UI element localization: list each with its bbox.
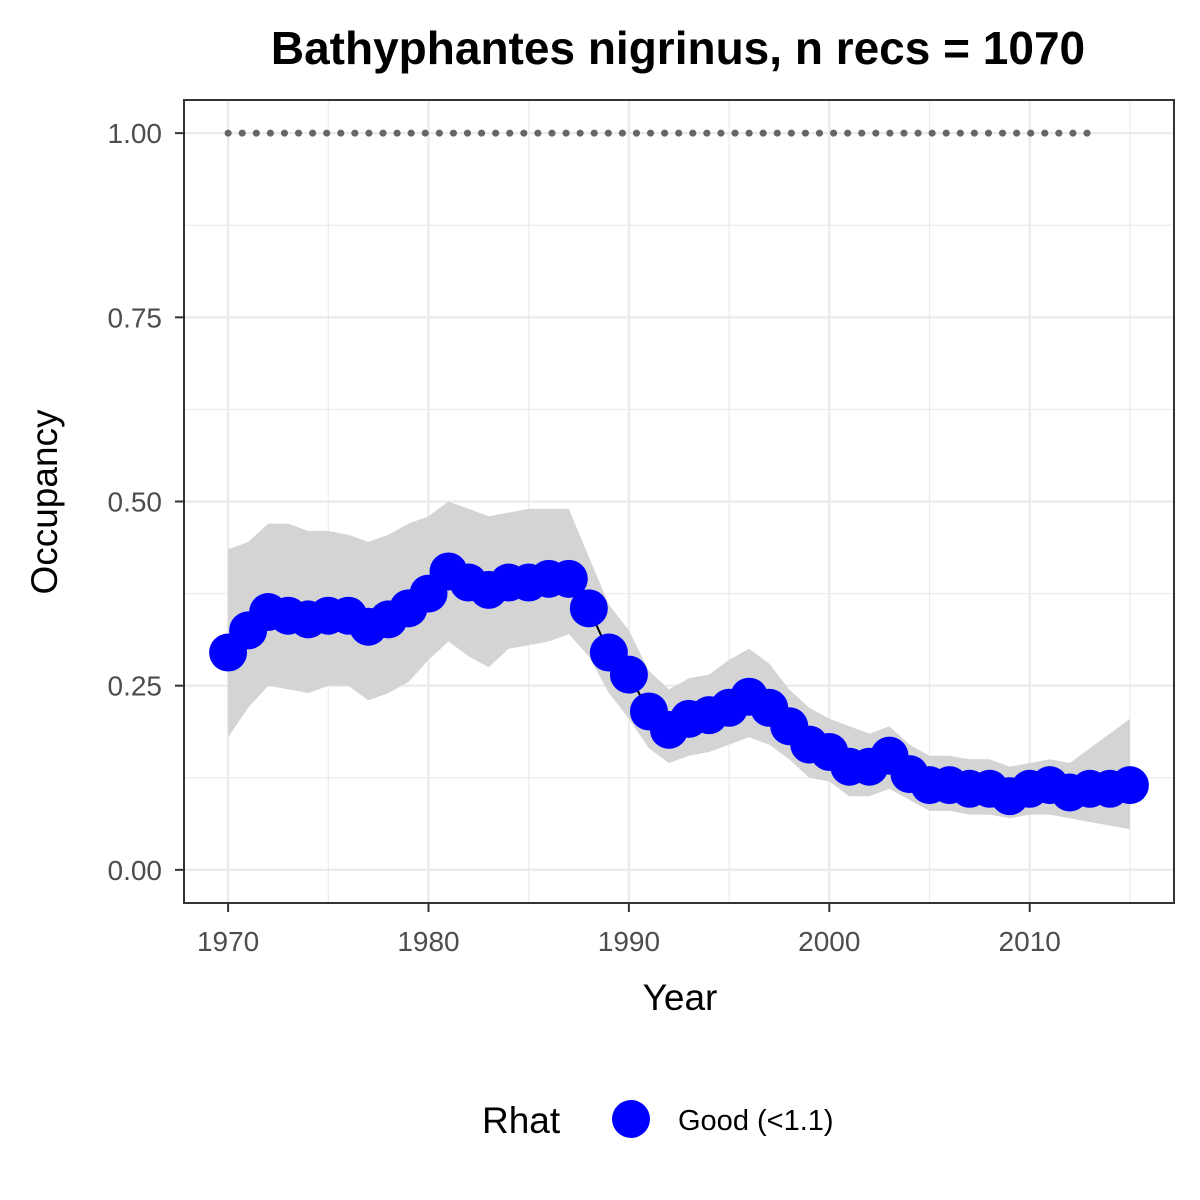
y-tick-label: 1.00 bbox=[108, 118, 163, 149]
chart-title: Bathyphantes nigrinus, n recs = 1070 bbox=[271, 22, 1085, 74]
legend-title: Rhat bbox=[482, 1100, 561, 1141]
x-tick-label: 1990 bbox=[598, 926, 660, 957]
x-tick-label: 1970 bbox=[197, 926, 259, 957]
data-point bbox=[1110, 766, 1149, 805]
y-tick-label: 0.00 bbox=[108, 855, 163, 886]
x-tick-label: 1980 bbox=[397, 926, 459, 957]
y-tick-label: 0.75 bbox=[108, 302, 163, 333]
y-tick-label: 0.50 bbox=[108, 487, 163, 518]
series-points-layer bbox=[209, 552, 1149, 816]
x-axis-title: Year bbox=[643, 977, 718, 1018]
data-point bbox=[569, 589, 608, 628]
legend-key-good bbox=[612, 1100, 650, 1138]
data-point bbox=[609, 655, 648, 694]
y-axis: 0.00 0.25 0.50 0.75 1.00 bbox=[108, 118, 184, 886]
data-point bbox=[549, 559, 588, 598]
x-axis: 1970 1980 1990 2000 2010 bbox=[197, 903, 1061, 957]
y-tick-label: 0.25 bbox=[108, 671, 163, 702]
legend-label-good: Good (<1.1) bbox=[678, 1105, 834, 1137]
x-tick-label: 2000 bbox=[798, 926, 860, 957]
y-axis-title: Occupancy bbox=[24, 409, 65, 595]
x-tick-label: 2010 bbox=[999, 926, 1061, 957]
legend: Rhat Good (<1.1) bbox=[482, 1100, 834, 1141]
